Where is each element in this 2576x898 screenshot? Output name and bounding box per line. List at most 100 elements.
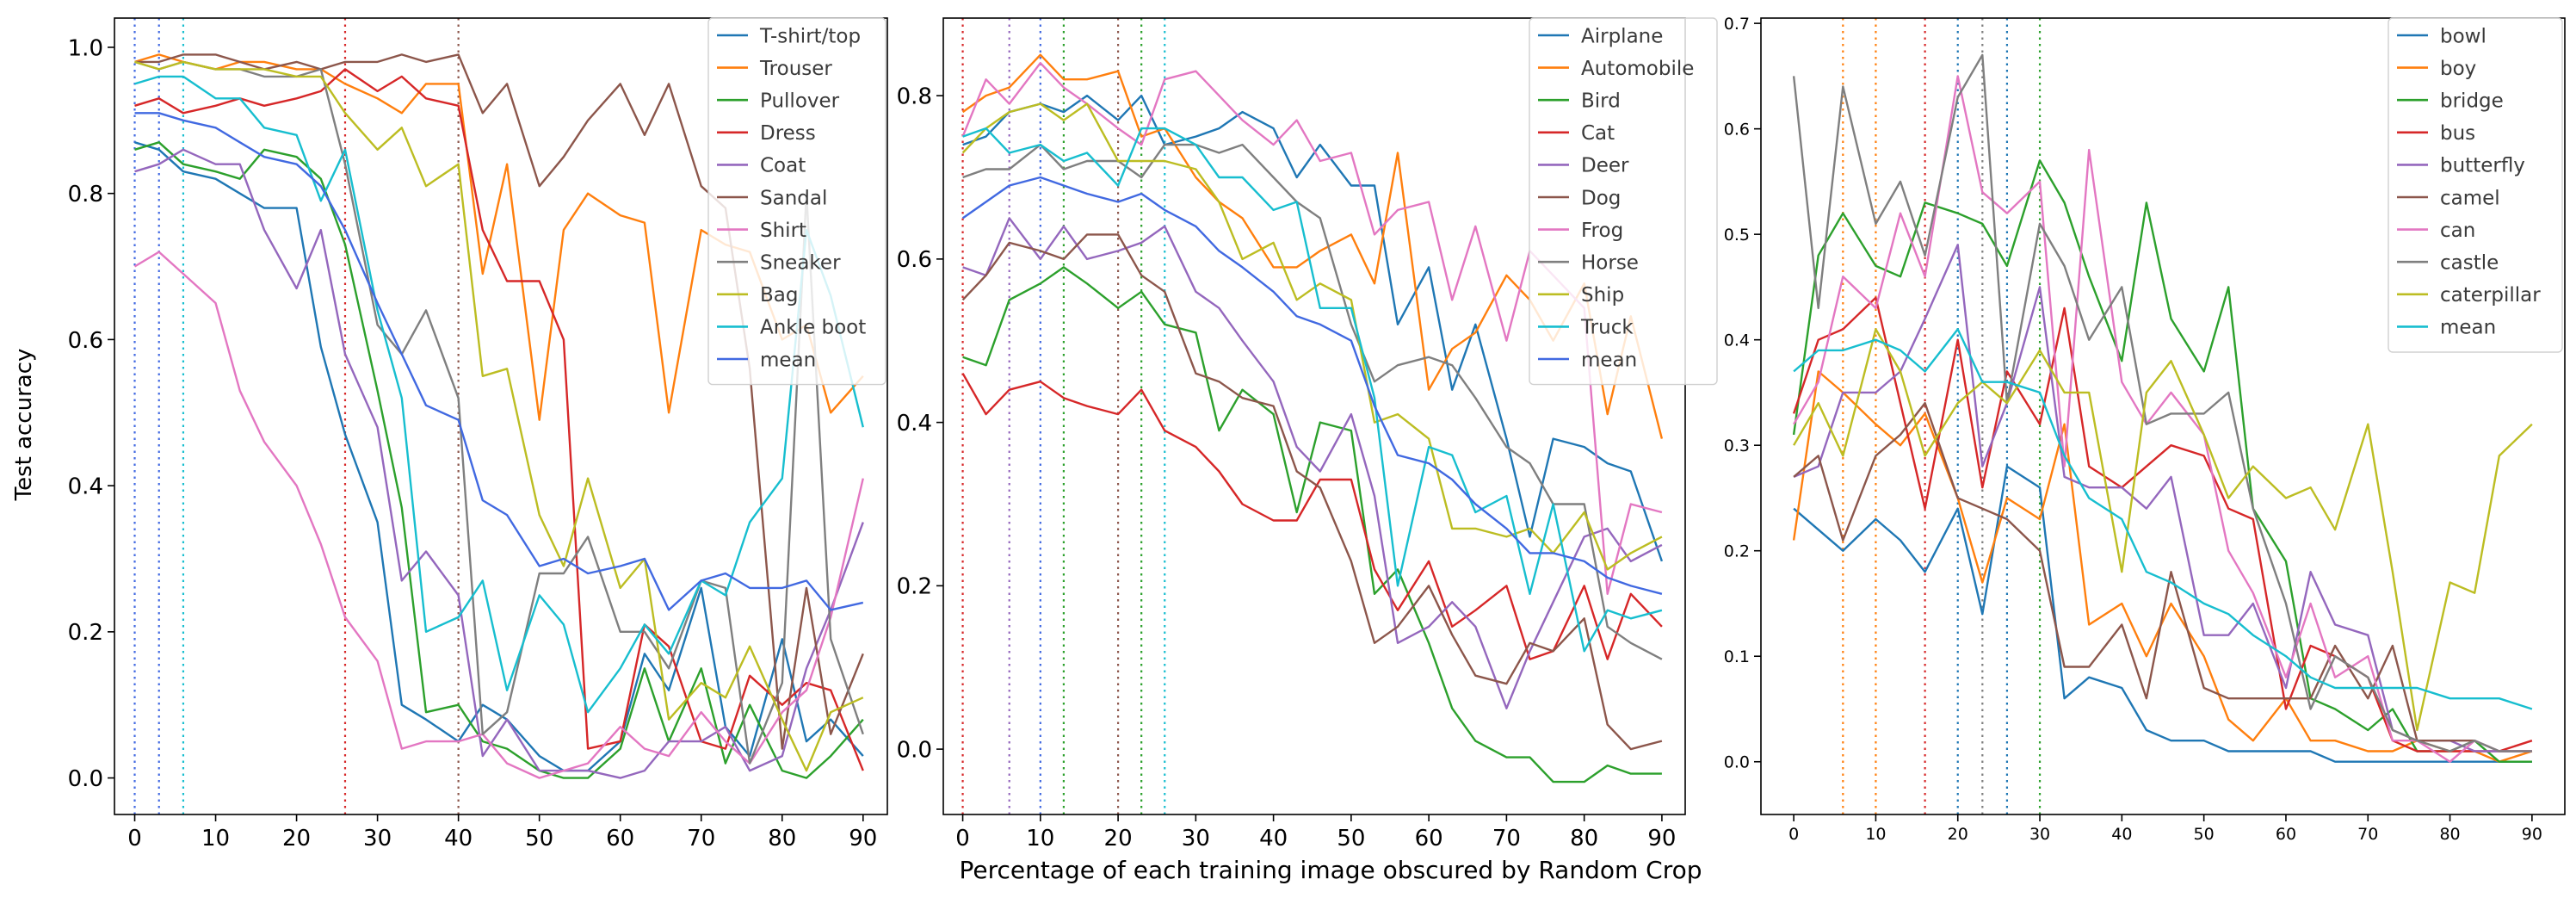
legend-label: Automobile (1581, 58, 1694, 80)
y-tick-label: 0.6 (897, 247, 932, 273)
x-tick-label: 0 (127, 826, 142, 852)
legend-label: camel (2440, 187, 2500, 209)
x-tick-label: 50 (1337, 826, 1365, 852)
x-tick-label: 20 (1104, 826, 1133, 852)
y-tick-label: 0.7 (1724, 15, 1750, 34)
series-line-dress (134, 68, 864, 771)
y-tick-label: 1.0 (68, 35, 103, 61)
series-line-sneaker (134, 60, 864, 765)
y-tick-label: 0.2 (897, 574, 932, 600)
legend-label: mean (760, 349, 816, 371)
legend-label: Coat (760, 155, 806, 177)
series-line-can (1793, 75, 2532, 763)
series-line-castle (1792, 53, 2532, 752)
x-tick-label: 80 (2439, 825, 2460, 844)
series-line-horse (962, 143, 1663, 660)
legend-label: Sneaker (760, 251, 841, 274)
x-tick-label: 80 (1570, 826, 1598, 852)
axes-frame (1760, 17, 2566, 815)
x-tick-label: 0 (1788, 825, 1799, 844)
legend-label: Deer (1581, 155, 1629, 177)
series-line-bowl (1793, 465, 2532, 763)
x-tick-label: 30 (363, 826, 392, 852)
y-tick-label: 0.0 (68, 766, 103, 792)
legend-label: Bag (760, 284, 798, 307)
chart-panel-1: 0 10 20 30 40 50 60 70 80 90 0.0 0.2 0.4 0.6 0.8 1.0 T-s… (68, 17, 888, 852)
x-tick-label: 30 (2029, 825, 2050, 844)
legend-label: butterfly (2440, 155, 2525, 177)
legend-label: Airplane (1581, 25, 1663, 47)
series-line-t-shirt-top (134, 141, 864, 772)
legend-label: Pullover (760, 90, 840, 112)
x-tick-label: 60 (606, 826, 634, 852)
legend-label: Horse (1581, 251, 1639, 274)
legend: bowl boy bridge bus butterfly camel can castle c… (2388, 17, 2563, 353)
series-line-bag (134, 60, 864, 772)
chart-panel-2: 0 10 20 30 40 50 60 70 80 90 0.0 0.2 0.4 0.6 0.8 Airpla… (897, 17, 1718, 852)
series-line-coat (134, 148, 864, 779)
y-axis-label: Test accuracy (11, 349, 37, 502)
x-tick-label: 40 (2111, 825, 2132, 844)
series-line-deer (962, 217, 1663, 709)
x-tick-label: 80 (768, 826, 796, 852)
series-line-truck (962, 127, 1663, 653)
y-tick-label: 0.4 (1724, 331, 1750, 350)
y-tick-label: 0.4 (897, 411, 932, 437)
legend-label: boy (2440, 58, 2476, 80)
x-tick-label: 90 (1647, 826, 1676, 852)
chart-panel-3: 0 10 20 30 40 50 60 70 80 90 0.0 0.1 0.2 0.3 0.4 0.5 0.6… (1724, 15, 2566, 844)
legend-label: Bird (1581, 90, 1621, 112)
x-tick-label: 10 (1865, 825, 1886, 844)
series-line-bridge (1792, 159, 2532, 763)
legend-label: Ship (1581, 284, 1624, 307)
legend-label: Frog (1581, 220, 1623, 242)
x-tick-label: 50 (2194, 825, 2215, 844)
y-tick-label: 0.1 (1724, 647, 1750, 666)
legend-label: bridge (2440, 90, 2504, 112)
legend-label: Cat (1581, 122, 1615, 145)
legend-label: mean (1581, 349, 1637, 371)
chart-panels: 0 10 20 30 40 50 60 70 80 90 0.0 0.2 0.4 0.6 0.8 1.0 T-s… (68, 15, 2566, 852)
series-line-cat (961, 373, 1663, 660)
y-tick-label: 0.0 (1724, 753, 1750, 772)
x-tick-label: 50 (525, 826, 553, 852)
x-tick-label: 60 (2276, 825, 2296, 844)
x-tick-label: 90 (2522, 825, 2542, 844)
y-tick-label: 0.0 (897, 737, 932, 763)
legend-label: Dress (760, 122, 816, 145)
series-line-mean (134, 112, 864, 611)
series-line-caterpillar (1793, 328, 2533, 732)
legend-label: T-shirt/top (759, 25, 861, 47)
x-tick-label: 20 (1948, 825, 1968, 844)
y-tick-label: 0.6 (1724, 120, 1750, 139)
series-line-mean (961, 176, 1663, 595)
legend-label: Dog (1581, 187, 1621, 209)
x-tick-label: 70 (2357, 825, 2378, 844)
legend-label: Sandal (760, 187, 827, 209)
legend-label: can (2440, 220, 2475, 242)
x-tick-label: 0 (955, 826, 970, 852)
series-line-ankle-boot (134, 75, 864, 714)
y-tick-label: 0.2 (1724, 542, 1750, 561)
legend-box (1529, 17, 1718, 386)
y-tick-label: 0.4 (68, 474, 103, 499)
series-line-airplane (962, 94, 1664, 562)
series-line-mean (1793, 328, 2533, 710)
y-tick-label: 0.3 (1724, 437, 1750, 455)
legend-label: Truck (1580, 317, 1634, 339)
y-tick-label: 0.6 (68, 328, 103, 354)
y-tick-label: 0.8 (897, 84, 932, 109)
legend-label: Trouser (759, 58, 832, 80)
x-axis-label: Percentage of each training image obscur… (959, 856, 1702, 884)
x-tick-label: 10 (1026, 826, 1054, 852)
x-tick-label: 60 (1415, 826, 1443, 852)
x-tick-label: 70 (687, 826, 715, 852)
series-line-dog (961, 233, 1663, 751)
legend-box (707, 17, 886, 386)
series-line-camel (1793, 402, 2532, 752)
legend-label: Shirt (760, 220, 806, 242)
series-line-pullover (134, 141, 864, 779)
x-tick-label: 90 (849, 826, 877, 852)
series-line-bird (962, 266, 1662, 783)
